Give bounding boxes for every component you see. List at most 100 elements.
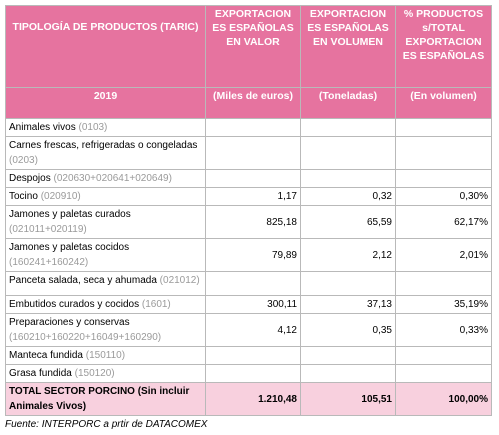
value-pct: 62,17%: [454, 216, 488, 228]
value-cell: 0,33%: [395, 313, 492, 347]
value-cell: 0,30%: [395, 187, 492, 206]
value-cell: [300, 136, 396, 170]
product-cell: Carnes frescas, refrigeradas o congelada…: [5, 136, 206, 170]
value-cell: 300,11: [205, 295, 301, 314]
taric-code: (020910): [40, 191, 81, 202]
taric-code: (021012): [159, 275, 200, 286]
product-name: Animales vivos: [9, 122, 76, 133]
value-cell: 1,17: [205, 187, 301, 206]
value-volumen: 2,12: [372, 249, 392, 261]
product-name: Grasa fundida: [9, 368, 72, 379]
value-cell: [395, 169, 492, 188]
header-cell: EXPORTACION ES ESPAÑOLAS EN VOLUMEN: [300, 5, 396, 88]
table-container: TIPOLOGÍA DE PRODUCTOS (TARIC) EXPORTACI…: [5, 5, 492, 430]
taric-code: (021011+020119): [9, 224, 87, 235]
value-cell: 65,59: [300, 205, 396, 239]
product-cell: Animales vivos (0103): [5, 118, 206, 137]
product-name: Manteca fundida: [9, 350, 83, 361]
product-name: Tocino: [9, 191, 38, 202]
product-cell: Tocino (020910): [5, 187, 206, 206]
taric-code: (160210+160220+16049+160290): [9, 332, 162, 343]
footer: Fuente: INTERPORC a prtir de DATACOMEX: [5, 419, 208, 430]
header-cell: EXPORTACION ES ESPAÑOLAS EN VALOR: [205, 5, 301, 88]
taric-code: (150120): [74, 368, 115, 379]
value-cell: [300, 118, 396, 137]
data-table: TIPOLOGÍA DE PRODUCTOS (TARIC) EXPORTACI…: [5, 5, 492, 416]
value-valor: 79,89: [271, 249, 297, 261]
value-pct: 0,33%: [459, 324, 488, 336]
value-cell: [205, 346, 301, 365]
table-row: Embutidos curados y cocidos (1601) 300,11…: [5, 295, 492, 314]
table-row: Panceta salada, seca y ahumada (021012): [5, 271, 492, 296]
taric-code: (1601): [141, 299, 171, 310]
value-cell: [395, 364, 492, 383]
product-cell: Despojos (020630+020641+020649): [5, 169, 206, 188]
value-volumen: 0,32: [372, 191, 392, 202]
value-pct: 0,30%: [459, 191, 488, 202]
value-valor: 4,12: [277, 324, 297, 336]
value-pct: 100,00%: [448, 393, 488, 405]
value-volumen: 105,51: [361, 393, 392, 405]
product-name: Panceta salada, seca y ahumada: [9, 275, 157, 286]
value-cell: [205, 271, 301, 296]
value-pct: 35,19%: [454, 299, 488, 310]
value-cell: 100,00%: [395, 382, 492, 416]
taric-code: (0203): [9, 155, 38, 166]
product-cell: Panceta salada, seca y ahumada (021012): [5, 271, 206, 296]
value-cell: 825,18: [205, 205, 301, 239]
value-cell: 0,35: [300, 313, 396, 347]
value-cell: [205, 118, 301, 137]
value-cell: 2,12: [300, 238, 396, 272]
table-row: Tocino (020910) 1,17 0,32 0,30%: [5, 187, 492, 206]
value-cell: [395, 136, 492, 170]
header-cell: % PRODUCTOS s/TOTAL EXPORTACION ES ESPAÑ…: [395, 5, 492, 88]
table-row: Manteca fundida (150110): [5, 346, 492, 365]
value-valor: 300,11: [267, 299, 297, 310]
value-cell: 62,17%: [395, 205, 492, 239]
value-cell: [395, 346, 492, 365]
value-cell: [300, 346, 396, 365]
value-cell: 105,51: [300, 382, 396, 416]
taric-code: (0103): [78, 122, 108, 133]
table-row: Jamones y paletas curados (021011+020119…: [5, 205, 492, 239]
taric-code: (020630+020641+020649): [53, 173, 172, 184]
value-cell: [300, 169, 396, 188]
subheader-cell: (En volumen): [395, 87, 492, 119]
product-name: Embutidos curados y cocidos: [9, 299, 140, 310]
value-cell: [395, 271, 492, 296]
table-row: Despojos (020630+020641+020649): [5, 169, 492, 188]
subheader-cell: (Toneladas): [300, 87, 396, 119]
table-row: Carnes frescas, refrigeradas o congelada…: [5, 136, 492, 170]
value-cell: [300, 364, 396, 383]
subheader-cell: 2019: [5, 87, 206, 119]
value-pct: 2,01%: [459, 249, 488, 261]
product-cell: Embutidos curados y cocidos (1601): [5, 295, 206, 314]
product-name: Jamones y paletas curados: [9, 209, 131, 220]
header-cell: TIPOLOGÍA DE PRODUCTOS (TARIC): [5, 5, 206, 88]
value-cell: 0,32: [300, 187, 396, 206]
product-name: Preparaciones y conservas: [9, 317, 130, 328]
product-cell: TOTAL SECTOR PORCINO (Sin incluir Animal…: [5, 382, 206, 416]
value-cell: 37,13: [300, 295, 396, 314]
product-cell: Grasa fundida (150120): [5, 364, 206, 383]
product-cell: Manteca fundida (150110): [5, 346, 206, 365]
value-cell: 4,12: [205, 313, 301, 347]
value-cell: [205, 364, 301, 383]
table-row: TOTAL SECTOR PORCINO (Sin incluir Animal…: [5, 382, 492, 416]
value-cell: [205, 136, 301, 170]
taric-code: (150110): [85, 350, 126, 361]
value-valor: 1.210,48: [258, 393, 297, 405]
value-cell: 2,01%: [395, 238, 492, 272]
value-cell: [300, 271, 396, 296]
value-cell: 79,89: [205, 238, 301, 272]
product-name: Despojos: [9, 173, 51, 184]
table-row: Animales vivos (0103): [5, 118, 492, 137]
product-name: Carnes frescas, refrigeradas o congelada…: [9, 140, 198, 151]
table-row: Preparaciones y conservas (160210+160220…: [5, 313, 492, 347]
value-cell: [395, 118, 492, 137]
value-volumen: 65,59: [366, 216, 392, 228]
table-row: Grasa fundida (150120): [5, 364, 492, 383]
value-valor: 825,18: [266, 216, 297, 228]
value-cell: 1.210,48: [205, 382, 301, 416]
